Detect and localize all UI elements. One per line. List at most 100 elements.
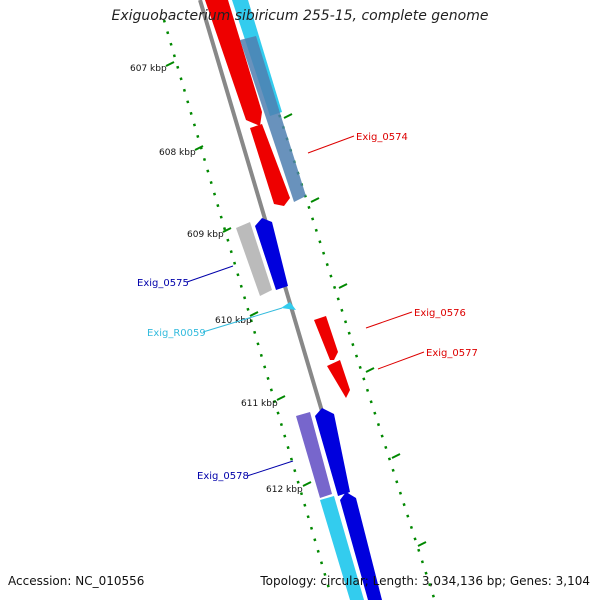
ruler-dot [169, 42, 173, 46]
ruler-dot [299, 492, 304, 496]
ruler-dot [358, 365, 362, 370]
ruler-dot [206, 169, 210, 173]
ruler-dot [362, 377, 366, 381]
ruler-label-607: 607 kbp [130, 64, 167, 74]
ruler-dot [239, 284, 243, 288]
ruler-dot [323, 572, 327, 576]
gene-label-exig-r0059[interactable]: Exig_R0059 [147, 328, 206, 339]
ruler-dot [406, 514, 410, 518]
ruler-major-ticks [165, 61, 427, 547]
ruler-label-611: 611 kbp [241, 399, 278, 409]
ruler-dot [369, 400, 373, 404]
ruler-dot [314, 228, 318, 232]
ruler-dot [212, 192, 217, 196]
gene-blue-0578[interactable] [315, 408, 350, 496]
ruler-dot [283, 434, 287, 438]
gene-features[interactable] [205, 0, 382, 600]
ruler-dot [343, 320, 348, 324]
topology-summary: Topology: circular; Length: 3,034,136 bp… [260, 574, 590, 588]
gene-label-exig-0578[interactable]: Exig_0578 [197, 471, 249, 482]
gene-label-exig-0577[interactable]: Exig_0577 [426, 348, 478, 359]
label-leaders [186, 135, 425, 477]
ruler-dot [229, 250, 233, 254]
ruler-dot [347, 331, 351, 335]
ruler-dot [286, 446, 290, 450]
ruler-dot [306, 515, 310, 519]
gene-labels: Exig_0574 Exig_0575 Exig_R0059 Exig_0576… [137, 132, 478, 482]
ruler-dot [354, 354, 359, 358]
ruler-dot [329, 274, 333, 278]
ruler-dot [340, 308, 344, 312]
ruler-dot [316, 549, 320, 553]
ruler-dot [279, 423, 283, 427]
ruler-dot [384, 445, 388, 450]
ruler-dot [269, 388, 273, 392]
ruler-dot [428, 583, 432, 587]
ruler-dot [309, 526, 314, 530]
ruler-dot [391, 468, 395, 472]
ruler-dot [243, 296, 247, 300]
ruler-dot [236, 273, 240, 277]
ruler-dot [417, 548, 421, 552]
ruler-dot [311, 217, 315, 221]
ruler-dot [293, 469, 297, 473]
accession-text: Accession: NC_010556 [8, 574, 145, 588]
ruler-dot [296, 480, 300, 484]
ruler-label-609: 609 kbp [187, 230, 224, 240]
ruler-label-612: 612 kbp [266, 485, 303, 495]
ruler-dot [256, 342, 260, 346]
ruler-dot [162, 19, 166, 23]
gene-red-0577[interactable] [327, 360, 350, 398]
ruler-labels: 607 kbp 608 kbp 609 kbp 610 kbp 611 kbp … [130, 64, 303, 495]
gene-cyan-bottom[interactable] [320, 496, 364, 600]
gene-label-exig-0576[interactable]: Exig_0576 [414, 308, 466, 319]
ruler-dot [186, 100, 190, 104]
gene-purple-0578[interactable] [296, 412, 332, 498]
gene-label-exig-0575[interactable]: Exig_0575 [137, 278, 189, 289]
ruler-dot [219, 215, 223, 219]
ruler-label-608: 608 kbp [159, 148, 196, 158]
ruler-dot [409, 525, 413, 530]
ruler-dot [351, 343, 355, 347]
gene-red-0573[interactable] [205, 0, 262, 126]
ruler-dot [202, 157, 207, 162]
ruler-dot [172, 54, 176, 58]
gene-steel-0574[interactable] [240, 36, 306, 202]
ruler-dot [209, 180, 213, 185]
ruler-dot [192, 123, 196, 127]
ruler-dot [318, 240, 322, 244]
ruler-dot [273, 399, 277, 404]
ruler-dot [303, 503, 307, 507]
ruler-dot [266, 376, 270, 381]
ruler-dot [326, 584, 330, 588]
gene-red-0576[interactable] [314, 316, 338, 360]
ruler-dot [413, 537, 417, 541]
ruler-dot [322, 251, 326, 255]
ruler-dot [398, 491, 403, 495]
ruler-dot [189, 111, 193, 115]
ruler-dot [216, 204, 220, 208]
ruler-dot [380, 434, 384, 438]
ruler-dot [246, 307, 250, 311]
ruler-dot [307, 205, 311, 210]
ruler-dot [166, 31, 170, 35]
ruler-dot [223, 227, 227, 231]
ruler-dot [233, 261, 237, 265]
gene-cyan-R0059[interactable] [281, 302, 296, 310]
ruler-dot [226, 238, 230, 242]
map-title: Exiguobacterium sibiricum 255-15, comple… [111, 8, 489, 24]
ruler-dot [373, 411, 377, 415]
ruler-dot [402, 503, 406, 507]
ruler-dot [431, 594, 435, 598]
gene-blue-0575[interactable] [255, 218, 288, 290]
gene-blue-bottom[interactable] [340, 492, 382, 600]
ruler-dot [365, 388, 370, 392]
gene-gray-0575[interactable] [236, 222, 272, 296]
ruler-dot [196, 134, 200, 138]
ruler-dot [424, 571, 428, 575]
gene-label-exig-0574[interactable]: Exig_0574 [356, 132, 408, 143]
ruler-dot [387, 457, 392, 461]
gene-red-0574[interactable] [250, 124, 290, 206]
ruler-dot [319, 561, 324, 565]
